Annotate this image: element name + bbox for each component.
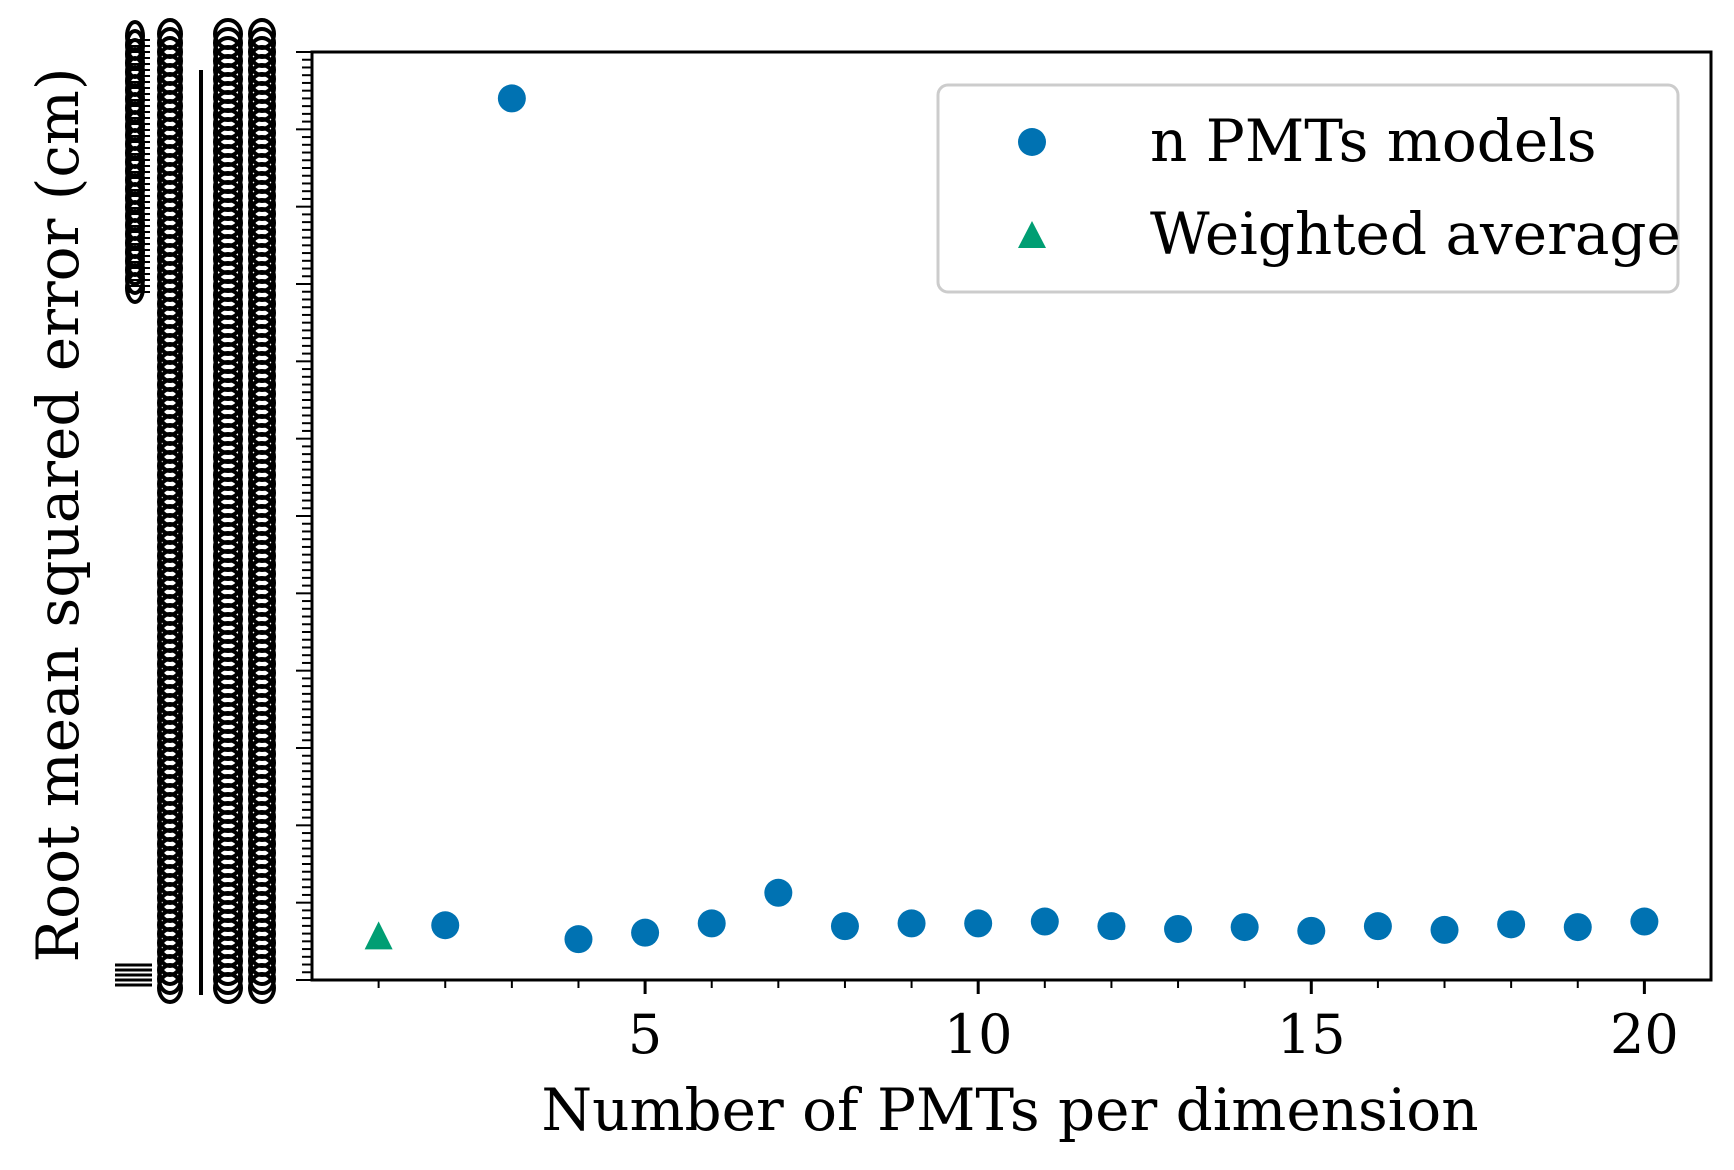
y-tick-label-glyph xyxy=(213,954,243,986)
x-axis-ticks: 5 10 15 20 xyxy=(377,980,1679,1066)
data-point-circle xyxy=(1230,913,1259,942)
legend-label: Weighted average xyxy=(1150,200,1681,268)
data-point-circle xyxy=(1430,915,1459,944)
data-point-circle xyxy=(431,911,460,940)
data-point-circle xyxy=(631,918,660,947)
x-axis-label: Number of PMTs per dimension xyxy=(541,1076,1478,1144)
data-point-circle xyxy=(964,909,993,938)
data-point-circle xyxy=(1630,907,1659,936)
data-point-circle xyxy=(1164,914,1193,943)
data-point-circle xyxy=(1363,912,1392,941)
y-tick-label-glyph xyxy=(157,972,183,1004)
data-point-circle xyxy=(564,925,593,954)
legend-marker-triangle xyxy=(1018,221,1046,248)
y-tick-label-glyph xyxy=(213,963,243,995)
y-axis-label: Root mean squared error (cm) xyxy=(24,68,92,963)
legend-label: n PMTs models xyxy=(1150,107,1597,175)
data-point-circle xyxy=(830,912,859,941)
x-tick-label: 5 xyxy=(628,1003,662,1066)
y-tick-label-glyph xyxy=(157,963,183,995)
data-point-circle xyxy=(1497,910,1526,939)
y-tick-label-glyph xyxy=(248,972,276,1004)
plot-frame xyxy=(310,50,1713,982)
data-point-circle xyxy=(1097,912,1126,941)
y-axis-ticks xyxy=(296,51,312,981)
data-point-circle xyxy=(1030,907,1059,936)
data-marks xyxy=(364,84,1659,954)
legend: n PMTs models Weighted average xyxy=(936,83,1681,294)
y-tick-label-clutter xyxy=(115,18,276,1004)
x-tick-label: 15 xyxy=(1277,1003,1346,1066)
data-point-circle xyxy=(764,878,793,907)
data-point-triangle xyxy=(364,921,393,950)
y-tick-label-glyph xyxy=(248,963,276,995)
y-tick-label-glyph xyxy=(157,954,183,986)
legend-marker-circle xyxy=(1018,128,1046,156)
x-tick-label: 10 xyxy=(944,1003,1013,1066)
legend-box xyxy=(936,83,1680,294)
y-tick-label-glyph xyxy=(213,972,243,1004)
data-point-circle xyxy=(1297,916,1326,945)
data-point-circle xyxy=(497,84,526,113)
data-point-circle xyxy=(897,909,926,938)
y-tick-label-glyph xyxy=(248,954,276,986)
data-point-circle xyxy=(697,909,726,938)
data-point-circle xyxy=(1563,913,1592,942)
x-tick-label: 20 xyxy=(1610,1003,1679,1066)
